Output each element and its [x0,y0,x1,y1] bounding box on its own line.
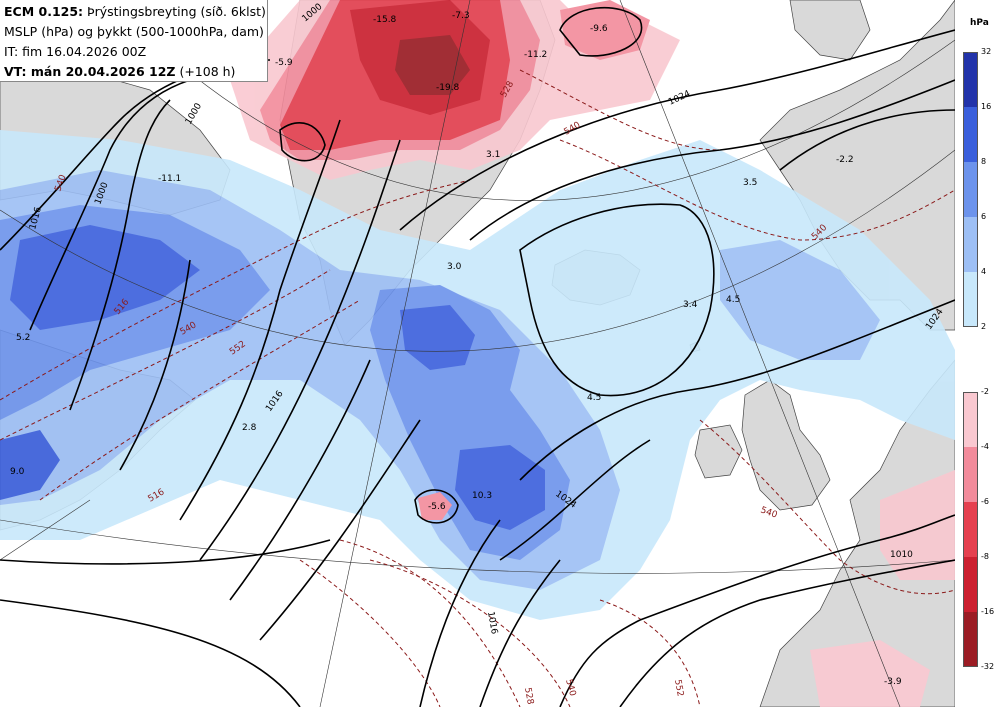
initial-time: IT: fim 16.04.2026 00Z [4,44,147,59]
isobars [0,6,955,707]
legend-tick-label: -16 [981,607,995,616]
thickness-label: 552 [672,679,685,698]
tendency-label: -11.2 [524,50,547,60]
legend-tick-label: -4 [981,442,989,451]
tendency-label: 3.1 [486,150,500,160]
legend-swatch [963,217,978,272]
svalbard-landmass [789,0,871,61]
color-legend: hPa 32 16 8 6 4 2 -2 -4 -6 -8 -16 -32 [955,0,1000,707]
legend-swatch [963,447,978,502]
tendency-label: 10.3 [472,491,492,501]
tendency-label: 3.5 [743,178,757,188]
fall-area-europe-se [810,640,930,707]
tendency-label: -19.8 [436,83,460,93]
legend-swatch [963,107,978,162]
legend-frame [963,52,978,327]
legend-swatch [963,52,978,107]
legend-tick-label: 32 [981,47,992,56]
legend-tick-label: 8 [981,157,987,166]
tendency-label: -11.1 [158,174,181,184]
legend-frame [963,392,978,667]
ireland-landmass [694,424,743,479]
tendency-label: -3.9 [884,677,902,687]
tendency-shading [0,0,955,707]
tendency-label: -2.2 [836,155,854,165]
tendency-label: 9.0 [10,467,25,477]
rise-area-mid-east [720,240,880,360]
tendency-label: -7.3 [452,11,470,21]
map-title-box: ECM 0.125: Þrýstingsbreyting (síð. 6klst… [0,0,268,82]
legend-swatch [963,557,978,612]
tendency-labels: -7.3 -19.8 -9.6 -11.2 -15.8 -5.9 -11.1 3… [10,11,902,687]
fall-area-northeast [560,0,650,60]
legend-swatch [963,162,978,217]
legend-tick-label: 6 [981,212,987,221]
legend-tick-label: 2 [981,322,987,331]
rise-area-max-south [455,445,545,530]
legend-swatch [963,392,978,447]
legend-swatch [963,502,978,557]
tendency-label: 5.2 [16,333,30,343]
tendency-label: 4.5 [726,295,740,305]
tendency-label: 3.0 [447,262,462,272]
rise-area-max-southwest [0,430,60,500]
thickness-label: 540 [563,678,577,697]
tendency-label: -9.6 [590,24,608,34]
fall-area-europe [880,470,955,580]
legend-tick-label: -32 [981,662,995,671]
legend-tick-label: -6 [981,497,989,506]
graticule [0,0,955,707]
tendency-label: -5.6 [428,502,446,512]
thickness-contours [0,69,955,707]
tendency-label: 4.5 [587,393,601,403]
lead-time: (+108 h) [179,64,236,79]
europe-landmass [759,359,955,707]
weather-map: 1000 1000 1000 1016 1016 1024 1024 1016 … [0,0,955,707]
tendency-label: 3.4 [683,300,698,310]
thickness-label: 528 [522,687,535,706]
legend-tick-label: 16 [981,102,992,111]
britain-landmass [741,379,831,511]
fields-description: MSLP (hPa) og þykkt (500-1000hPa, dam) [4,24,264,39]
isobar-label: 1016 [485,611,499,636]
product-name: Þrýstingsbreyting (síð. 6klst) [87,4,266,19]
tendency-label: -15.8 [373,15,397,25]
legend-tick-label: -8 [981,552,989,561]
legend-swatch [963,272,978,327]
legend-tick-label: -2 [981,387,989,396]
valid-time: VT: mán 20.04.2026 12Z [4,64,176,79]
tendency-label: -5.9 [275,58,293,68]
rise-area-max-west [10,225,200,330]
legend-unit: hPa [970,18,989,28]
isobar-label: 1010 [890,550,913,560]
tendency-label: 2.8 [242,423,257,433]
fall-area-core [395,35,470,95]
model-name: ECM 0.125: [4,4,84,19]
legend-tick-label: 4 [981,267,987,276]
legend-swatch [963,612,978,667]
rise-area-max-center [400,305,475,370]
fall-area-small-south [418,492,452,520]
